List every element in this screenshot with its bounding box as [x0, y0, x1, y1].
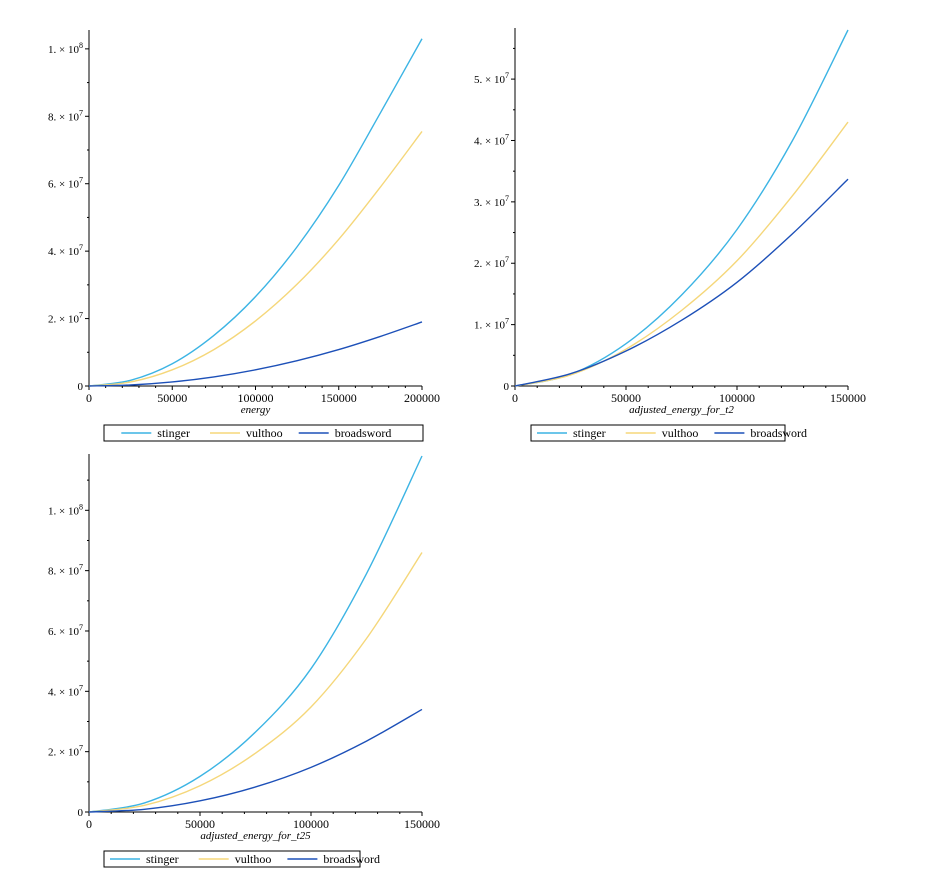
series-line-stinger: [88, 455, 423, 813]
x-tick-label: 200000: [404, 391, 440, 405]
chart-panel-adjusted-energy-for-t25: 0 50000 100000 150000 0 2. × 107 4. × 107 6. × …: [48, 454, 440, 868]
legend-label-stinger: stinger: [573, 426, 606, 440]
legend-label-vulthoo: vulthoo: [235, 852, 272, 866]
y-tick-label: 6. × 107: [48, 623, 83, 638]
series-line-stinger: [514, 29, 849, 387]
y-tick-label: 1. × 108: [48, 502, 83, 517]
y-tick-label: 2. × 107: [48, 744, 83, 759]
series-line-broadsword: [88, 708, 423, 813]
y-tick-label: 4. × 107: [474, 132, 509, 147]
series-line-vulthoo: [88, 552, 423, 813]
legend-label-stinger: stinger: [146, 852, 179, 866]
y-tick-label: 6. × 107: [48, 176, 83, 191]
x-axis-label: adjusted_energy_for_t25: [200, 830, 311, 842]
legend-label-vulthoo: vulthoo: [246, 426, 283, 440]
x-tick-label: 0: [86, 391, 92, 405]
y-tick-label: 4. × 107: [48, 683, 83, 698]
x-tick-label: 50000: [157, 391, 187, 405]
y-tick-label: 2. × 107: [48, 311, 83, 326]
legend-label-broadsword: broadsword: [750, 426, 807, 440]
x-tick-label: 150000: [321, 391, 357, 405]
y-tick-label: 2. × 107: [474, 255, 509, 270]
y-tick-label: 8. × 107: [48, 108, 83, 123]
y-tick-label: 0: [78, 807, 84, 819]
x-axis-label: energy: [241, 404, 271, 416]
y-tick-label: 0: [78, 381, 84, 393]
y-tick-label: 0: [504, 381, 510, 393]
x-tick-label: 100000: [238, 391, 274, 405]
x-tick-label: 150000: [830, 391, 866, 405]
chart-panel-adjusted-energy-for-t2: 0 50000 100000 150000 0 1. × 107 2. × 107 3. × …: [474, 28, 866, 442]
y-tick-label: 4. × 107: [48, 243, 83, 258]
x-tick-label: 100000: [719, 391, 755, 405]
x-tick-label: 50000: [185, 817, 215, 831]
legend-label-broadsword: broadsword: [323, 852, 380, 866]
legend-label-broadsword: broadsword: [335, 426, 392, 440]
legend: stinger vulthoo broadsword: [103, 424, 424, 442]
x-tick-label: 0: [86, 817, 92, 831]
x-tick-label: 0: [512, 391, 518, 405]
y-tick-label: 5. × 107: [474, 71, 509, 86]
legend-label-vulthoo: vulthoo: [662, 426, 699, 440]
y-tick-label: 3. × 107: [474, 194, 509, 209]
x-axis-label: adjusted_energy_for_t2: [629, 404, 734, 416]
legend-box: [103, 850, 361, 868]
legend: stinger vulthoo broadsword: [530, 424, 807, 442]
series-line-broadsword: [88, 321, 423, 387]
y-tick-label: 1. × 107: [474, 317, 509, 332]
legend-label-stinger: stinger: [157, 426, 190, 440]
y-tick-label: 8. × 107: [48, 563, 83, 578]
x-tick-label: 50000: [611, 391, 641, 405]
chart-panel-energy: 0 50000 100000 150000 200000 0 2. × 107 4. × 10…: [48, 30, 440, 442]
y-tick-label: 1. × 108: [48, 41, 83, 56]
x-tick-label: 100000: [293, 817, 329, 831]
legend: stinger vulthoo broadsword: [103, 850, 380, 868]
series-line-stinger: [88, 38, 423, 387]
x-tick-label: 150000: [404, 817, 440, 831]
legend-box: [530, 424, 786, 442]
legend-box: [103, 424, 424, 442]
series-line-vulthoo: [514, 121, 849, 387]
series-line-broadsword: [514, 178, 849, 387]
series-line-vulthoo: [88, 131, 423, 387]
